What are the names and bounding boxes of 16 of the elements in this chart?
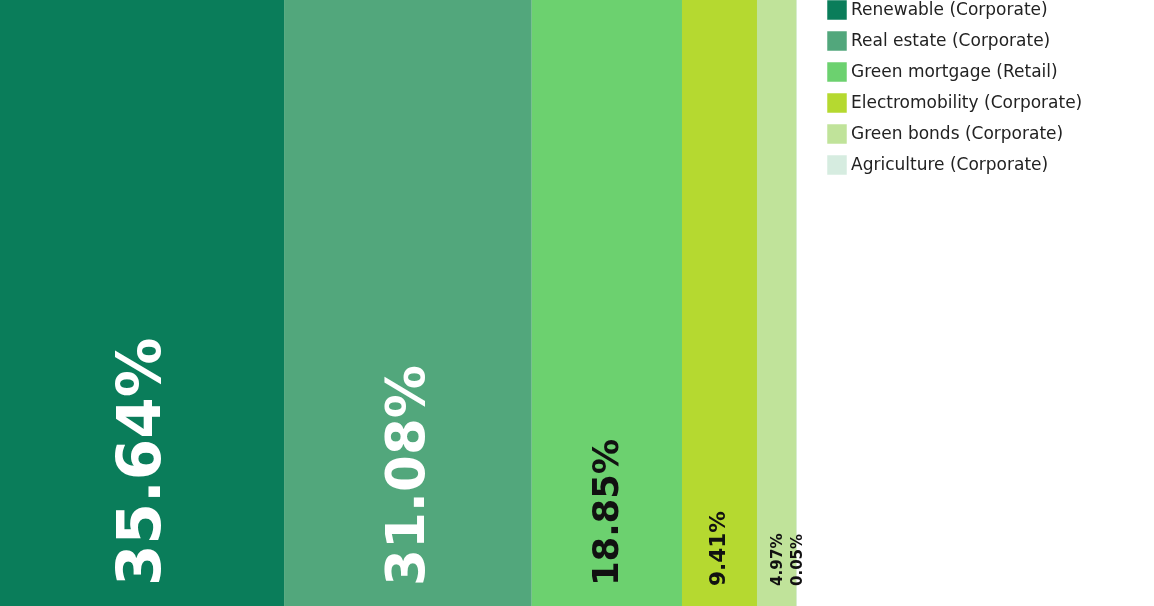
bar: [0, 0, 285, 606]
legend-label: Electromobility (Corporate): [851, 92, 1083, 112]
legend-label: Real estate (Corporate): [851, 30, 1051, 50]
legend-label: Renewable (Corporate): [851, 0, 1048, 19]
legend-label: Green mortgage (Retail): [851, 61, 1058, 81]
bar: [284, 0, 532, 606]
data-label: 31.08%: [374, 365, 437, 586]
data-label: 4.97%: [767, 533, 786, 586]
data-label: 18.85%: [584, 438, 626, 586]
bar: [531, 0, 682, 606]
legend-label: Agriculture (Corporate): [851, 154, 1049, 174]
data-label: 9.41%: [705, 510, 731, 586]
legend-label: Green bonds (Corporate): [851, 123, 1064, 143]
data-label: 35.64%: [105, 337, 175, 586]
data-label: 0.05%: [787, 533, 806, 586]
bar: [681, 0, 757, 606]
